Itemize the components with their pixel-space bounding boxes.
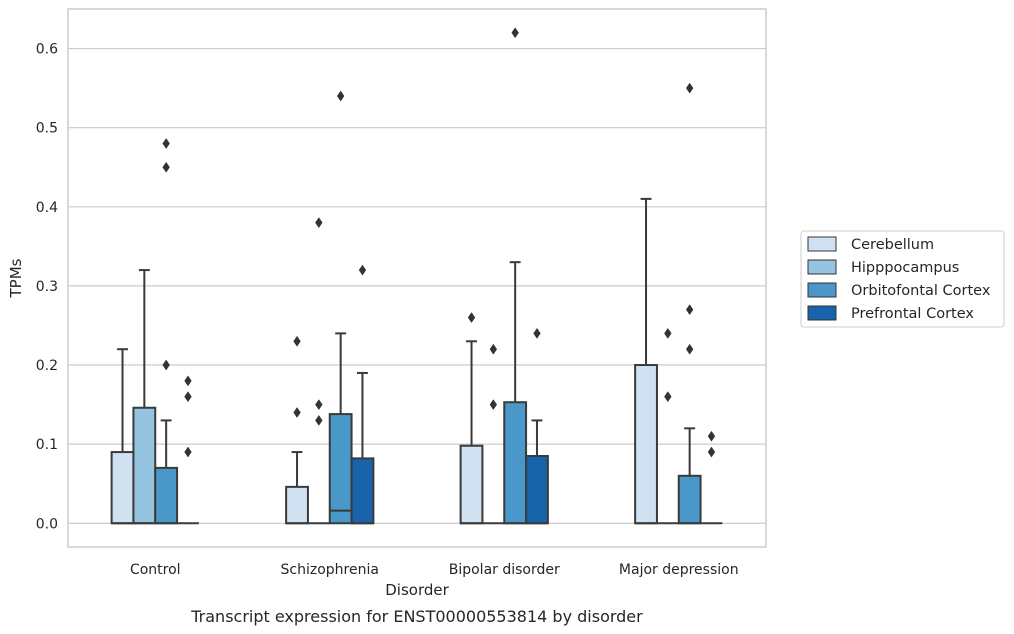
box-iqr (132, 406, 157, 525)
legend-swatch (807, 259, 837, 275)
outlier-point (184, 446, 192, 458)
box-prefrontal-cortex (700, 430, 723, 525)
box-orbitofontal-cortex (154, 138, 179, 525)
legend-swatch (807, 305, 837, 321)
outlier-point (489, 399, 498, 411)
outlier-point (162, 138, 170, 149)
box-iqr (634, 364, 658, 525)
box-prefrontal-cortex (350, 264, 375, 525)
x-tick-labels: Control Schizophrenia Bipolar disorder Majo… (130, 562, 739, 578)
outlier-point (664, 327, 672, 339)
outlier-point (533, 327, 541, 339)
x-tick-label: Schizophrenia (281, 562, 379, 578)
box-iqr (285, 485, 309, 525)
box-iqr (503, 401, 528, 525)
x-tick-label: Major depression (619, 562, 739, 578)
box-iqr (350, 457, 375, 525)
legend-label: Orbitofontal Cortex (851, 283, 991, 299)
outlier-point (511, 27, 519, 39)
outlier-point (685, 82, 694, 94)
outlier-point (162, 161, 170, 173)
box-orbitofontal-cortex (503, 27, 528, 525)
chart-caption: Transcript expression for ENST0000055381… (190, 607, 643, 626)
outlier-point (293, 335, 301, 347)
outlier-point (707, 430, 716, 442)
legend-label: Prefrontal Cortex (851, 306, 974, 322)
box-hipppocampus (132, 269, 157, 525)
y-tick-labels: 0.0 0.1 0.2 0.3 0.4 0.5 0.6 (36, 42, 58, 533)
outlier-point (358, 264, 367, 276)
outlier-point (489, 343, 498, 355)
outlier-point (664, 391, 672, 403)
plot-background (68, 9, 766, 547)
x-tick-label: Bipolar disorder (449, 562, 560, 578)
box-prefrontal-cortex (177, 375, 199, 525)
outlier-point (707, 446, 716, 458)
box-iqr (154, 466, 179, 525)
box-iqr (328, 413, 353, 525)
y-tick-label: 0.2 (36, 358, 58, 374)
box-iqr (677, 474, 702, 525)
plot-frame (67, 8, 767, 548)
y-tick-label: 0.1 (36, 437, 58, 453)
box-hipppocampus (307, 217, 330, 525)
box-hipppocampus (656, 327, 679, 525)
outlier-point (467, 312, 476, 324)
grid-lines (68, 47, 766, 524)
outlier-point (184, 375, 192, 387)
box-cerebellum (634, 197, 658, 525)
outlier-point (336, 90, 345, 102)
legend: Cerebellum Hipppocampus Orbitofontal Corte… (800, 230, 1005, 328)
outlier-point (315, 414, 323, 426)
outlier-point (315, 399, 323, 411)
legend-label: Hipppocampus (851, 260, 959, 276)
x-axis-label: Disorder (385, 581, 449, 599)
outlier-point (184, 391, 192, 403)
outlier-point (293, 407, 301, 418)
outlier-point (162, 359, 170, 371)
y-tick-label: 0.5 (36, 121, 58, 137)
box-orbitofontal-cortex (677, 82, 702, 525)
box-hipppocampus (482, 343, 505, 525)
y-tick-label: 0.4 (36, 200, 58, 216)
box-cerebellum (285, 335, 309, 525)
box-groups (110, 27, 723, 525)
outlier-point (315, 217, 323, 229)
y-tick-label: 0.3 (36, 279, 58, 295)
box-iqr (525, 455, 549, 525)
legend-swatch (807, 282, 837, 298)
y-axis-label: TPMs (7, 258, 25, 298)
outlier-point (685, 343, 694, 355)
y-tick-label: 0.0 (36, 516, 58, 532)
box-iqr (459, 444, 484, 525)
x-tick-label: Control (130, 562, 181, 578)
legend-swatch (807, 236, 837, 252)
y-tick-label: 0.6 (36, 42, 58, 58)
box-orbitofontal-cortex (328, 90, 353, 525)
box-prefrontal-cortex (525, 327, 549, 525)
outlier-point (685, 304, 694, 316)
box-cerebellum (459, 312, 484, 525)
legend-frame (800, 230, 1005, 328)
box-iqr (110, 451, 135, 525)
legend-label: Cerebellum (851, 237, 934, 253)
